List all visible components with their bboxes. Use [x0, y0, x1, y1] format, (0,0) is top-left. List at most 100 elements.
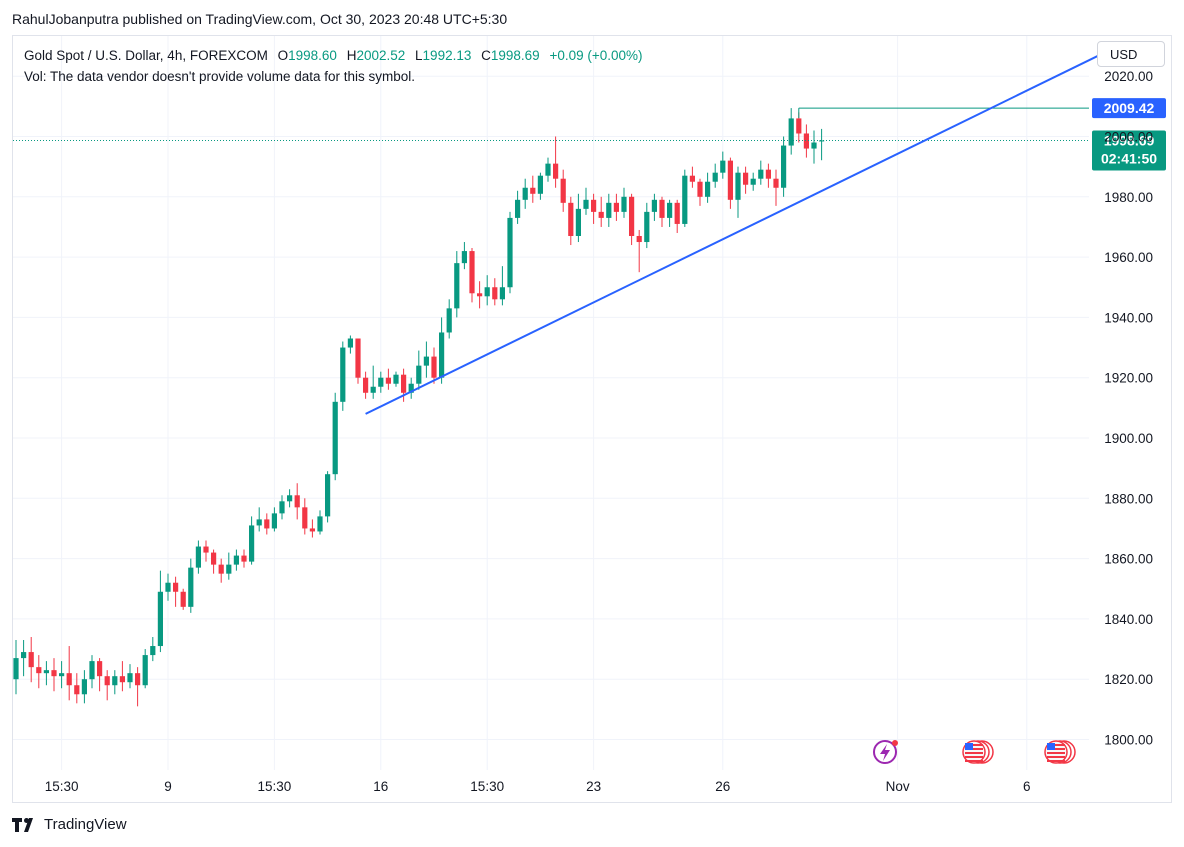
- candle-body: [294, 495, 300, 508]
- candle: [803, 124, 809, 158]
- candle: [13, 640, 19, 695]
- candle-body: [461, 251, 467, 264]
- legend-symbol: Gold Spot / U.S. Dollar, 4h, FOREXCOM: [24, 48, 268, 63]
- candle-body: [233, 555, 239, 565]
- candle: [743, 166, 749, 194]
- candle: [461, 242, 467, 270]
- currency-button[interactable]: USD: [1097, 41, 1165, 67]
- candle-body: [59, 673, 65, 677]
- candle: [370, 365, 376, 399]
- candle: [340, 341, 346, 411]
- candle: [165, 573, 171, 601]
- candle: [302, 498, 308, 535]
- trendline: [365, 45, 1119, 415]
- candle: [309, 519, 315, 538]
- candle-body: [507, 217, 513, 288]
- candle: [522, 178, 528, 209]
- candle: [157, 570, 163, 653]
- candle-body: [735, 172, 741, 200]
- price-tick-label: 2020.00: [1104, 69, 1153, 84]
- time-axis: 15:30 9 15:30 16 15:30 23 26 Nov 6: [45, 779, 1031, 794]
- candle-body: [393, 374, 399, 384]
- last-price-label-text: 02:41:50: [1101, 150, 1157, 166]
- candle-body: [370, 386, 376, 393]
- candle-body: [66, 673, 72, 686]
- candle-body: [317, 516, 323, 532]
- candle: [689, 166, 695, 188]
- us-flag-event-icon-stripe: [1047, 752, 1065, 754]
- us-flag-event-icon-stripe: [965, 748, 983, 750]
- candle-body: [439, 332, 445, 378]
- candle: [621, 187, 627, 218]
- candle-body: [530, 187, 536, 194]
- price-tick-label: 1940.00: [1104, 310, 1153, 325]
- candle: [142, 649, 148, 689]
- candle-body: [560, 178, 566, 203]
- last-price-label-text: 1998.69: [1104, 132, 1155, 148]
- candle: [363, 371, 369, 399]
- candle: [507, 211, 513, 294]
- candle: [188, 558, 194, 613]
- candle-body: [97, 661, 103, 677]
- candle: [697, 178, 703, 206]
- candle: [568, 196, 574, 246]
- price-tick-label: 1840.00: [1104, 612, 1153, 627]
- candle-body: [135, 673, 141, 686]
- candle: [667, 199, 673, 227]
- candle-body: [28, 652, 34, 668]
- candle: [325, 471, 331, 523]
- candle-body: [499, 287, 505, 300]
- candle-body: [811, 142, 817, 149]
- candle: [43, 661, 49, 686]
- candle: [811, 130, 817, 164]
- candle-body: [218, 564, 224, 574]
- us-flag-event-icon: [962, 740, 994, 764]
- candle-body: [180, 591, 186, 607]
- candle-body: [568, 202, 574, 236]
- candle: [591, 193, 597, 224]
- candle-body: [21, 652, 27, 659]
- candle-body: [477, 293, 483, 297]
- price-tick-label: 1900.00: [1104, 431, 1153, 446]
- candle-body: [727, 160, 733, 200]
- legend-ohlc-row: Gold Spot / U.S. Dollar, 4h, FOREXCOM O1…: [24, 45, 643, 66]
- candle-body: [621, 196, 627, 212]
- candle-body: [454, 263, 460, 309]
- candle: [28, 636, 34, 683]
- candle: [545, 157, 551, 182]
- footer-brand-text: TradingView: [44, 816, 127, 833]
- candle: [249, 516, 255, 565]
- candle: [484, 275, 490, 306]
- footer-brand[interactable]: TradingView: [12, 816, 127, 833]
- candle-body: [819, 140, 825, 142]
- candle: [256, 507, 262, 532]
- time-tick-label: Nov: [886, 779, 910, 794]
- candle-body: [81, 679, 87, 695]
- candle-body: [309, 528, 315, 532]
- level-price-label-text: 2009.42: [1104, 100, 1155, 116]
- candle: [644, 202, 650, 249]
- candle: [712, 163, 718, 188]
- candle-body: [682, 175, 688, 224]
- legend-change: +0.09 (+0.00%): [549, 48, 643, 63]
- candle-body: [112, 676, 118, 686]
- lightning-icon: [873, 740, 898, 764]
- candle: [211, 549, 217, 574]
- candle: [173, 576, 179, 607]
- candle-body: [211, 552, 217, 565]
- candle: [218, 558, 224, 583]
- us-flag-event-icon-stripe: [1047, 760, 1065, 762]
- legend-low-label: L: [415, 48, 423, 63]
- candle-body: [667, 202, 673, 218]
- candle-body: [203, 546, 209, 553]
- last-price-label: 1998.69 02:41:50: [1092, 130, 1166, 171]
- candle-body: [492, 287, 498, 300]
- us-flag-event-icon-stripe: [1047, 756, 1065, 758]
- overlays: 2009.42 1998.69 02:41:50: [13, 45, 1166, 415]
- candle: [651, 193, 657, 221]
- tradingview-logo-icon: [12, 817, 33, 832]
- candle-body: [629, 196, 635, 236]
- lightning-icon-dot: [892, 740, 898, 746]
- candle: [819, 128, 825, 161]
